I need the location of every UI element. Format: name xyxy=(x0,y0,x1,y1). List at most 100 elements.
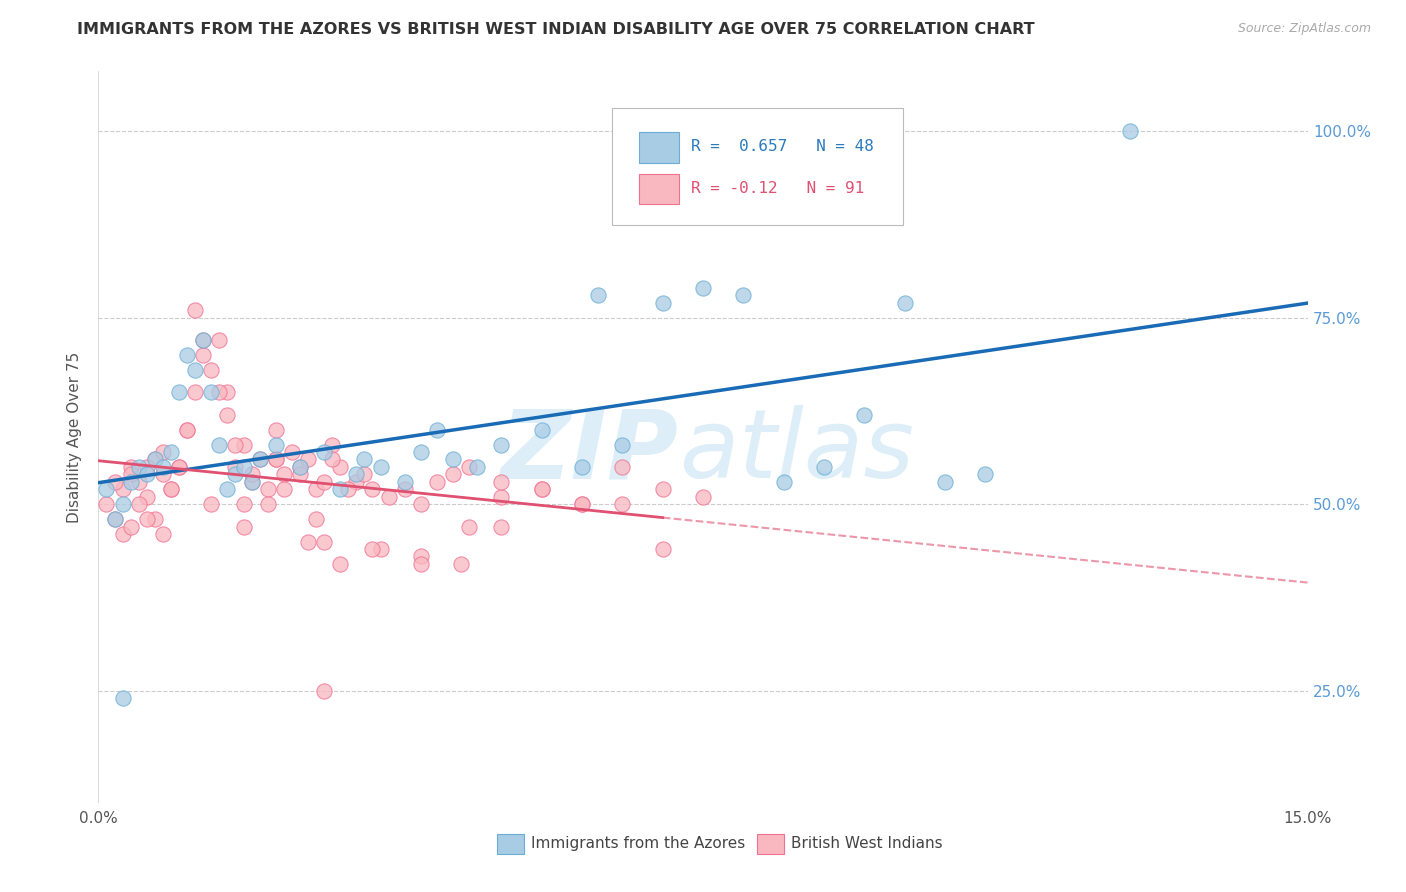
Point xyxy=(135,459,157,474)
Point xyxy=(193,333,215,347)
Point xyxy=(152,467,174,482)
Point xyxy=(135,512,157,526)
Point xyxy=(586,288,609,302)
Point xyxy=(441,467,464,482)
Point xyxy=(612,497,634,511)
Point xyxy=(208,333,231,347)
Point xyxy=(934,475,956,489)
Point xyxy=(120,475,142,489)
Point xyxy=(692,281,714,295)
Point xyxy=(409,549,432,564)
Point xyxy=(353,467,375,482)
Point xyxy=(974,467,997,482)
Point xyxy=(200,497,222,511)
Point xyxy=(217,483,239,497)
Point xyxy=(329,557,352,571)
Point xyxy=(240,467,263,482)
Point xyxy=(208,385,231,400)
Point xyxy=(314,475,336,489)
Text: R =  0.657   N = 48: R = 0.657 N = 48 xyxy=(690,139,873,154)
Point xyxy=(152,445,174,459)
Point xyxy=(394,483,416,497)
Text: IMMIGRANTS FROM THE AZORES VS BRITISH WEST INDIAN DISABILITY AGE OVER 75 CORRELA: IMMIGRANTS FROM THE AZORES VS BRITISH WE… xyxy=(77,22,1035,37)
Point xyxy=(612,459,634,474)
Point xyxy=(143,512,166,526)
Point xyxy=(321,437,343,451)
Point xyxy=(167,459,190,474)
Point xyxy=(409,445,432,459)
FancyBboxPatch shape xyxy=(613,108,903,225)
Point xyxy=(249,452,271,467)
Point xyxy=(426,475,449,489)
Bar xyxy=(498,833,524,854)
Point xyxy=(143,452,166,467)
Point xyxy=(200,363,222,377)
Point xyxy=(176,423,198,437)
Point xyxy=(530,483,553,497)
Point xyxy=(200,385,222,400)
Point xyxy=(733,288,755,302)
Point xyxy=(281,445,304,459)
Point xyxy=(103,512,125,526)
Point xyxy=(530,483,553,497)
Point xyxy=(176,348,198,362)
Point xyxy=(491,475,513,489)
Point xyxy=(273,467,295,482)
Point xyxy=(273,483,295,497)
Point xyxy=(288,459,311,474)
Point xyxy=(111,497,134,511)
Point xyxy=(256,483,278,497)
Point xyxy=(314,534,336,549)
Point xyxy=(184,385,207,400)
Point xyxy=(321,452,343,467)
Point xyxy=(491,490,513,504)
Point xyxy=(160,483,183,497)
Point xyxy=(409,497,432,511)
Point xyxy=(377,490,399,504)
Point xyxy=(143,452,166,467)
Point xyxy=(305,483,328,497)
Bar xyxy=(638,174,679,204)
Point xyxy=(571,497,593,511)
Point xyxy=(240,475,263,489)
Bar xyxy=(638,132,679,163)
Point xyxy=(160,445,183,459)
Point xyxy=(217,385,239,400)
Point xyxy=(264,452,287,467)
Point xyxy=(111,527,134,541)
Point xyxy=(571,459,593,474)
Point xyxy=(441,452,464,467)
Point xyxy=(344,467,367,482)
Point xyxy=(465,459,488,474)
Point xyxy=(224,459,246,474)
Point xyxy=(329,483,352,497)
Text: Source: ZipAtlas.com: Source: ZipAtlas.com xyxy=(1237,22,1371,36)
Point xyxy=(128,459,150,474)
Point xyxy=(160,483,183,497)
Point xyxy=(96,483,118,497)
Text: ZIP: ZIP xyxy=(501,405,679,499)
Point xyxy=(111,483,134,497)
Point xyxy=(344,475,367,489)
Point xyxy=(651,483,673,497)
Point xyxy=(103,512,125,526)
Point xyxy=(361,542,384,557)
Y-axis label: Disability Age Over 75: Disability Age Over 75 xyxy=(67,351,83,523)
Text: R = -0.12   N = 91: R = -0.12 N = 91 xyxy=(690,181,865,196)
Point xyxy=(297,452,319,467)
Point xyxy=(167,385,190,400)
Point xyxy=(450,557,472,571)
Point xyxy=(152,527,174,541)
Point xyxy=(314,445,336,459)
Point xyxy=(370,459,392,474)
Point xyxy=(612,437,634,451)
Point xyxy=(264,437,287,451)
Point xyxy=(288,467,311,482)
Point xyxy=(96,497,118,511)
Point xyxy=(329,459,352,474)
Text: Immigrants from the Azores: Immigrants from the Azores xyxy=(531,837,745,851)
Point xyxy=(111,691,134,706)
Point xyxy=(103,475,125,489)
Point xyxy=(370,542,392,557)
Point xyxy=(692,490,714,504)
